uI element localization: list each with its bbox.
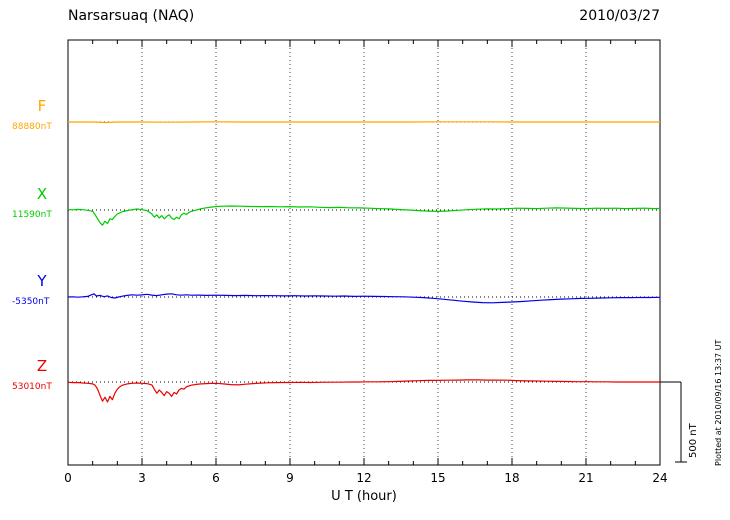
x-tick-24: 24: [652, 471, 668, 485]
trace-baseline-value-z: 53010nT: [12, 382, 52, 392]
trace-y: [67, 293, 661, 304]
observation-date: 2010/03/27: [579, 8, 660, 24]
x-tick-9: 9: [286, 471, 294, 485]
x-tick-3: 3: [138, 471, 146, 485]
x-tick-21: 21: [578, 471, 594, 485]
scale-bar-label: 500 nT: [688, 423, 699, 458]
trace-baseline-value-x: 11590nT: [12, 210, 52, 220]
x-tick-12: 12: [356, 471, 372, 485]
trace-x: [67, 205, 661, 226]
plotted-at-note: Plotted at 2010/09/16 13:37 UT: [714, 339, 723, 466]
trace-label-x: X 11590nT: [12, 186, 72, 220]
trace-label-y: Y -5350nT: [12, 273, 72, 307]
x-tick-6: 6: [212, 471, 220, 485]
trace-letter-y: Y: [37, 272, 47, 290]
x-axis-label: U T (hour): [331, 489, 397, 504]
trace-label-f: F 88880nT: [12, 98, 72, 132]
trace-letter-z: Z: [36, 357, 48, 375]
x-tick-0: 0: [64, 471, 72, 485]
x-tick-18: 18: [504, 471, 520, 485]
trace-label-z: Z 53010nT: [12, 358, 72, 392]
trace-baseline-value-f: 88880nT: [12, 122, 52, 132]
station-title: Narsarsuaq (NAQ): [68, 8, 195, 24]
trace-z: [67, 379, 660, 403]
trace-baseline-value-y: -5350nT: [12, 297, 50, 307]
trace-letter-f: F: [37, 97, 47, 115]
trace-f: [68, 121, 660, 124]
x-tick-15: 15: [430, 471, 446, 485]
trace-letter-x: X: [36, 185, 48, 203]
